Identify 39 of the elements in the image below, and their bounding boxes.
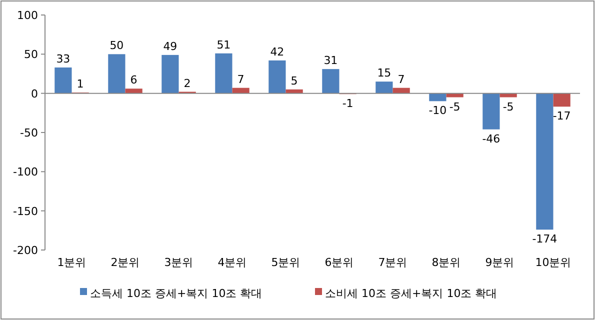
data-label: -5 <box>449 100 460 114</box>
x-tick-label: 8분위 <box>432 256 461 269</box>
y-tick-label: 100 <box>17 9 38 22</box>
x-tick-label: 7분위 <box>378 256 408 269</box>
x-tick-label: 4분위 <box>218 256 247 269</box>
x-tick-label: 10분위 <box>535 256 572 269</box>
y-tick-label: -200 <box>13 244 38 257</box>
data-label: 7 <box>398 72 405 86</box>
data-label: 5 <box>290 74 298 88</box>
x-tick-label: 6분위 <box>324 256 354 269</box>
data-label: -1 <box>342 97 354 110</box>
y-tick-label: -100 <box>13 166 38 179</box>
y-tick-label: -150 <box>13 204 38 218</box>
x-tick-label: 1분위 <box>57 256 86 269</box>
y-tick-label: 50 <box>24 48 38 62</box>
y-tick-label: -50 <box>20 126 38 140</box>
data-label: -5 <box>502 100 514 114</box>
x-tick-label: 2분위 <box>110 256 140 269</box>
data-label: 2 <box>184 76 191 90</box>
data-label: 42 <box>270 45 284 58</box>
x-tick-label: 5분위 <box>271 256 300 269</box>
data-label: -46 <box>482 132 500 146</box>
data-label: 49 <box>163 40 178 53</box>
data-label: 15 <box>377 66 392 80</box>
data-label: 7 <box>237 72 244 86</box>
data-label: 50 <box>110 39 124 52</box>
legend-label: 소비세 10조 증세+복지 10조 확대 <box>325 287 498 300</box>
data-label: 1 <box>76 78 84 91</box>
x-tick-label: 3분위 <box>164 256 194 269</box>
legend-label: 소득세 10조 증세+복지 10조 확대 <box>90 287 262 300</box>
x-tick-label: 9분위 <box>485 256 514 269</box>
data-label: -10 <box>428 104 447 118</box>
data-label: 33 <box>56 52 70 66</box>
data-label: -17 <box>552 110 571 123</box>
data-label: -174 <box>532 232 558 246</box>
y-tick-label: 0 <box>31 87 38 100</box>
data-label: 31 <box>324 54 338 68</box>
data-label: 51 <box>216 38 231 52</box>
data-label: 6 <box>130 74 138 87</box>
